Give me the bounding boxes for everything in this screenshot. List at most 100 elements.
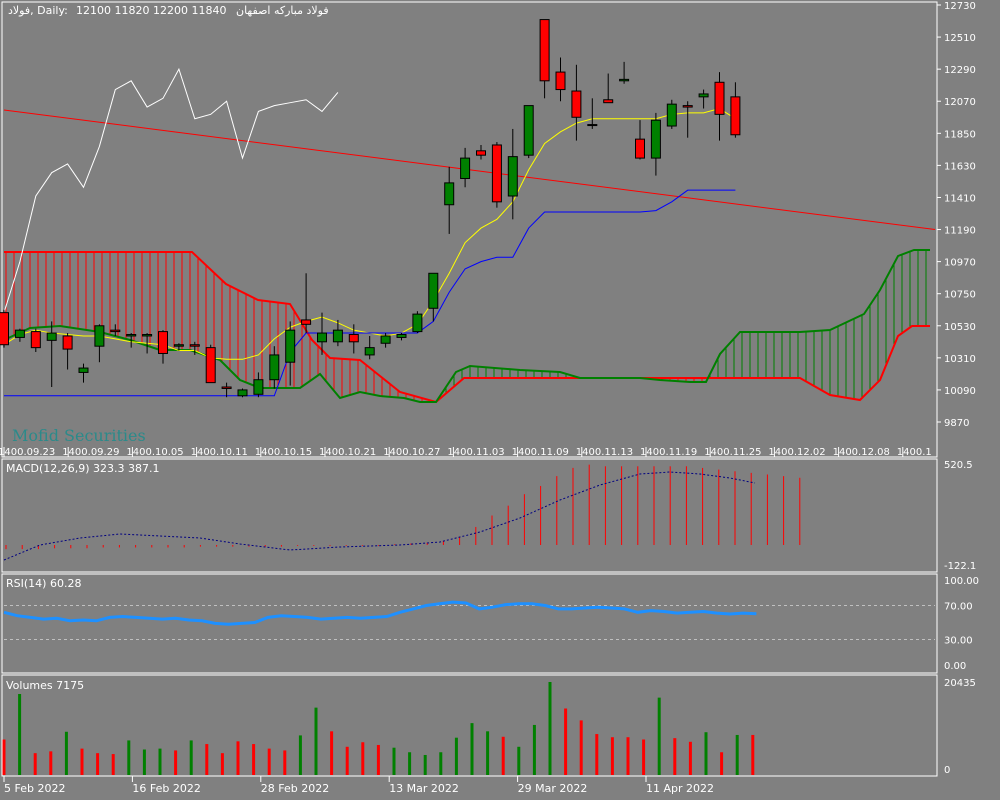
price-tick-label: 10530 — [944, 322, 976, 333]
candle — [30, 328, 41, 353]
rsi-panel — [1, 573, 938, 674]
macd-tick-label: -122.1 — [944, 561, 976, 572]
candle-body — [380, 335, 391, 344]
candle-body — [730, 96, 741, 136]
rsi-line — [3, 600, 757, 626]
candle-body — [348, 334, 359, 343]
price-tick-label: 10310 — [944, 354, 976, 365]
candle-body — [332, 329, 343, 343]
candle-body — [396, 334, 407, 338]
candle-body — [0, 312, 9, 346]
candle — [555, 57, 566, 102]
candle — [46, 321, 57, 388]
candle-body — [253, 379, 264, 395]
candle — [14, 328, 25, 342]
candle-body — [78, 367, 89, 373]
rsi-tick-label: 100.00 — [944, 576, 979, 587]
main-panel — [1, 1, 938, 458]
volume-date-label: 16 Feb 2022 — [132, 782, 200, 795]
date-tick-label: 1400.12.02 — [768, 447, 825, 458]
rsi-tick-label: 30.00 — [944, 636, 973, 647]
price-tick-label: 11190 — [944, 226, 976, 237]
candle — [682, 101, 693, 138]
candle — [539, 19, 550, 99]
candle-body — [110, 329, 121, 333]
candle-body — [412, 313, 423, 333]
candle-body — [603, 99, 614, 104]
candle — [523, 105, 534, 159]
candle-body — [523, 105, 534, 156]
candle-body — [173, 344, 184, 347]
candle — [396, 333, 407, 341]
candle-body — [142, 334, 153, 337]
candle-body — [46, 332, 57, 341]
candle-body — [714, 81, 725, 115]
date-tick-label: 1400.09.29 — [62, 447, 119, 458]
candle — [285, 321, 296, 386]
candle — [364, 335, 375, 360]
candle-body — [14, 329, 25, 338]
candle-body — [126, 334, 137, 337]
candle — [301, 273, 312, 334]
candle — [491, 142, 502, 208]
candle-body — [491, 144, 502, 203]
candle — [62, 333, 73, 370]
candle-body — [460, 157, 471, 180]
candle — [78, 363, 89, 383]
price-tick-label: 10750 — [944, 290, 976, 301]
chikou-line — [3, 67, 339, 313]
price-tick-label: 12510 — [944, 33, 976, 44]
candle — [666, 99, 677, 129]
candle — [428, 272, 439, 322]
candle — [635, 120, 645, 160]
candle-body — [666, 103, 677, 127]
cloud-hatch — [5, 250, 927, 402]
price-tick-label: 11410 — [944, 193, 976, 204]
candle-body — [476, 150, 486, 156]
candle — [412, 311, 423, 334]
candle — [619, 61, 630, 84]
watermark: Mofid Securities — [12, 426, 146, 445]
candle — [221, 382, 232, 398]
candle — [571, 64, 582, 141]
candle — [460, 147, 471, 188]
date-tick-label: 1400.12.08 — [833, 447, 890, 458]
candle-body — [205, 347, 216, 384]
date-tick-label: 1400.10.21 — [319, 447, 376, 458]
rsi-tick-label: 0.00 — [944, 661, 966, 672]
candle — [603, 73, 614, 104]
volume-title: Volumes 7175 — [6, 679, 84, 692]
candle-body — [698, 93, 709, 98]
date-tick-label: 1400.10.05 — [126, 447, 183, 458]
date-tick-label: 1400.10.15 — [255, 447, 312, 458]
date-tick-label: 1400.11.09 — [512, 447, 569, 458]
candle-body — [317, 332, 327, 343]
candle-body — [30, 331, 41, 349]
candle — [142, 333, 153, 354]
kijun-line — [4, 189, 736, 397]
candle — [269, 346, 280, 389]
date-tick-label: 1400.1 — [897, 447, 932, 458]
macd-title: MACD(12,26,9) 323.3 387.1 — [6, 462, 160, 475]
candle — [94, 324, 105, 363]
price-tick-label: 12290 — [944, 65, 976, 76]
candle — [237, 388, 248, 398]
price-tick-label: 10970 — [944, 258, 976, 269]
candle-body — [94, 325, 105, 347]
candle — [110, 324, 121, 336]
candle-body — [619, 78, 630, 82]
candle — [173, 343, 184, 351]
price-tick-label: 9870 — [944, 418, 969, 429]
macd-tick-label: 520.5 — [944, 460, 973, 471]
date-tick-label: 1400.11.03 — [447, 447, 504, 458]
candle — [507, 128, 518, 220]
rsi-title: RSI(14) 60.28 — [6, 577, 81, 590]
rsi-tick-label: 70.00 — [944, 602, 973, 613]
candle-body — [237, 389, 248, 397]
candle — [205, 344, 216, 384]
candle — [730, 82, 741, 138]
candle — [698, 89, 709, 109]
candle-body — [555, 71, 566, 91]
candle-body — [571, 90, 582, 118]
